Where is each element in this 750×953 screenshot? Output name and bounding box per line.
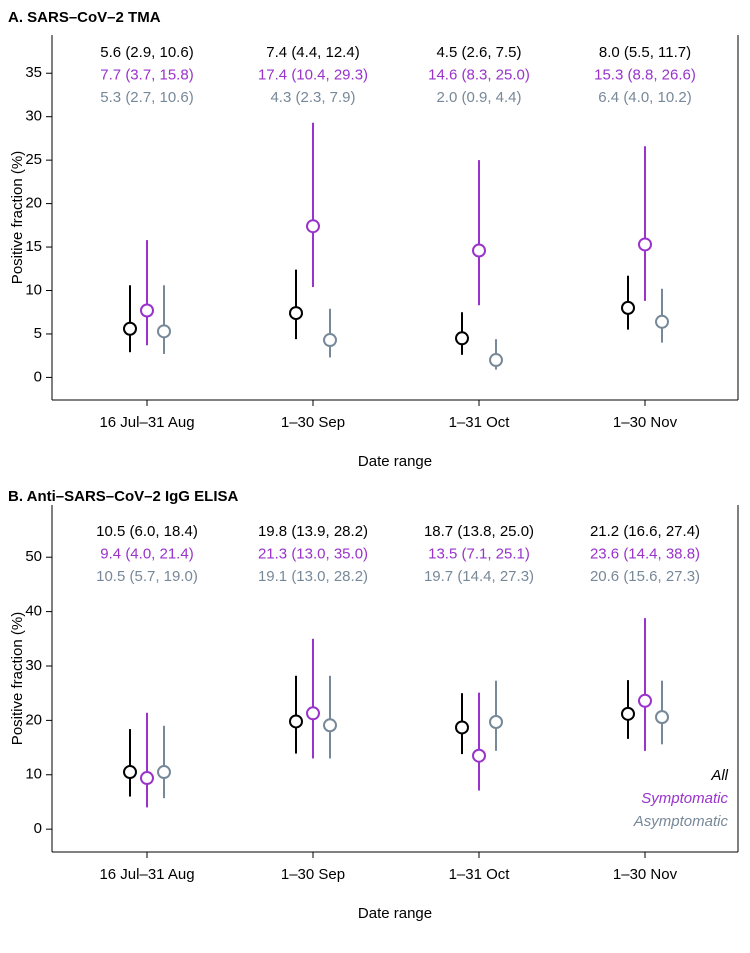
point <box>140 771 154 786</box>
y-tick-label: 5 <box>34 325 42 342</box>
point <box>489 715 503 730</box>
point <box>289 306 303 321</box>
point <box>323 333 337 348</box>
point <box>472 243 486 258</box>
value-label: 14.6 (8.3, 25.0) <box>428 66 530 83</box>
point <box>655 710 669 725</box>
point <box>638 237 652 252</box>
point <box>123 321 137 336</box>
y-tick-label: 50 <box>25 548 42 565</box>
value-label: 21.2 (16.6, 27.4) <box>590 523 700 540</box>
value-label: 15.3 (8.8, 26.6) <box>594 66 696 83</box>
point <box>306 219 320 234</box>
point <box>157 324 171 339</box>
value-label: 10.5 (6.0, 18.4) <box>96 523 198 540</box>
y-axis-title: Positive fraction (%) <box>9 612 26 745</box>
x-tick-label: 1–31 Oct <box>449 866 511 883</box>
x-tick-label: 1–30 Nov <box>613 866 678 883</box>
point <box>157 765 171 780</box>
x-tick-label: 1–30 Nov <box>613 414 678 431</box>
value-label: 23.6 (14.4, 38.8) <box>590 545 700 562</box>
legend-label: All <box>710 767 728 784</box>
value-label: 5.3 (2.7, 10.6) <box>100 89 193 106</box>
point <box>621 706 635 721</box>
point <box>140 303 154 318</box>
y-tick-label: 0 <box>34 820 42 837</box>
y-tick-label: 20 <box>25 711 42 728</box>
point <box>323 718 337 733</box>
value-label: 4.5 (2.6, 7.5) <box>436 44 521 61</box>
x-tick-label: 1–30 Sep <box>281 414 345 431</box>
y-axis-title: Positive fraction (%) <box>9 151 26 284</box>
point <box>123 765 137 780</box>
value-label: 21.3 (13.0, 35.0) <box>258 545 368 562</box>
value-label: 8.0 (5.5, 11.7) <box>599 44 691 61</box>
value-label: 18.7 (13.8, 25.0) <box>424 523 534 540</box>
point <box>306 706 320 721</box>
x-tick-label: 16 Jul–31 Aug <box>99 866 194 883</box>
y-tick-label: 20 <box>25 195 42 212</box>
y-tick-label: 25 <box>25 151 42 168</box>
value-label: 6.4 (4.0, 10.2) <box>598 89 691 106</box>
value-label: 10.5 (5.7, 19.0) <box>96 568 198 585</box>
point <box>638 693 652 708</box>
y-tick-label: 0 <box>34 368 42 385</box>
x-axis-title: Date range <box>358 905 432 922</box>
value-label: 9.4 (4.0, 21.4) <box>100 545 193 562</box>
value-label: 7.4 (4.4, 12.4) <box>266 44 359 61</box>
x-tick-label: 1–30 Sep <box>281 866 345 883</box>
y-tick-label: 30 <box>25 657 42 674</box>
panel-title: B. Anti–SARS–CoV–2 IgG ELISA <box>8 488 238 505</box>
value-label: 19.1 (13.0, 28.2) <box>258 568 368 585</box>
y-tick-label: 10 <box>25 766 42 783</box>
value-label: 13.5 (7.1, 25.1) <box>428 545 530 562</box>
point <box>489 353 503 368</box>
panel-title: A. SARS–CoV–2 TMA <box>8 9 161 26</box>
point <box>455 720 469 735</box>
legend-label: Symptomatic <box>641 790 728 807</box>
x-tick-label: 16 Jul–31 Aug <box>99 414 194 431</box>
x-axis-title: Date range <box>358 453 432 470</box>
y-tick-label: 35 <box>25 64 42 81</box>
y-tick-label: 40 <box>25 603 42 620</box>
value-label: 17.4 (10.4, 29.3) <box>258 66 368 83</box>
x-tick-label: 1–31 Oct <box>449 414 511 431</box>
value-label: 7.7 (3.7, 15.8) <box>100 66 193 83</box>
value-label: 20.6 (15.6, 27.3) <box>590 568 700 585</box>
value-label: 4.3 (2.3, 7.9) <box>270 89 355 106</box>
point <box>621 300 635 315</box>
point <box>655 314 669 329</box>
value-label: 2.0 (0.9, 4.4) <box>436 89 521 106</box>
y-tick-label: 10 <box>25 281 42 298</box>
value-label: 5.6 (2.9, 10.6) <box>100 44 193 61</box>
value-label: 19.8 (13.9, 28.2) <box>258 523 368 540</box>
y-tick-label: 15 <box>25 238 42 255</box>
value-label: 19.7 (14.4, 27.3) <box>424 568 534 585</box>
point <box>289 714 303 729</box>
y-tick-label: 30 <box>25 108 42 125</box>
point <box>455 331 469 346</box>
legend-label: Asymptomatic <box>633 813 729 830</box>
point <box>472 748 486 763</box>
